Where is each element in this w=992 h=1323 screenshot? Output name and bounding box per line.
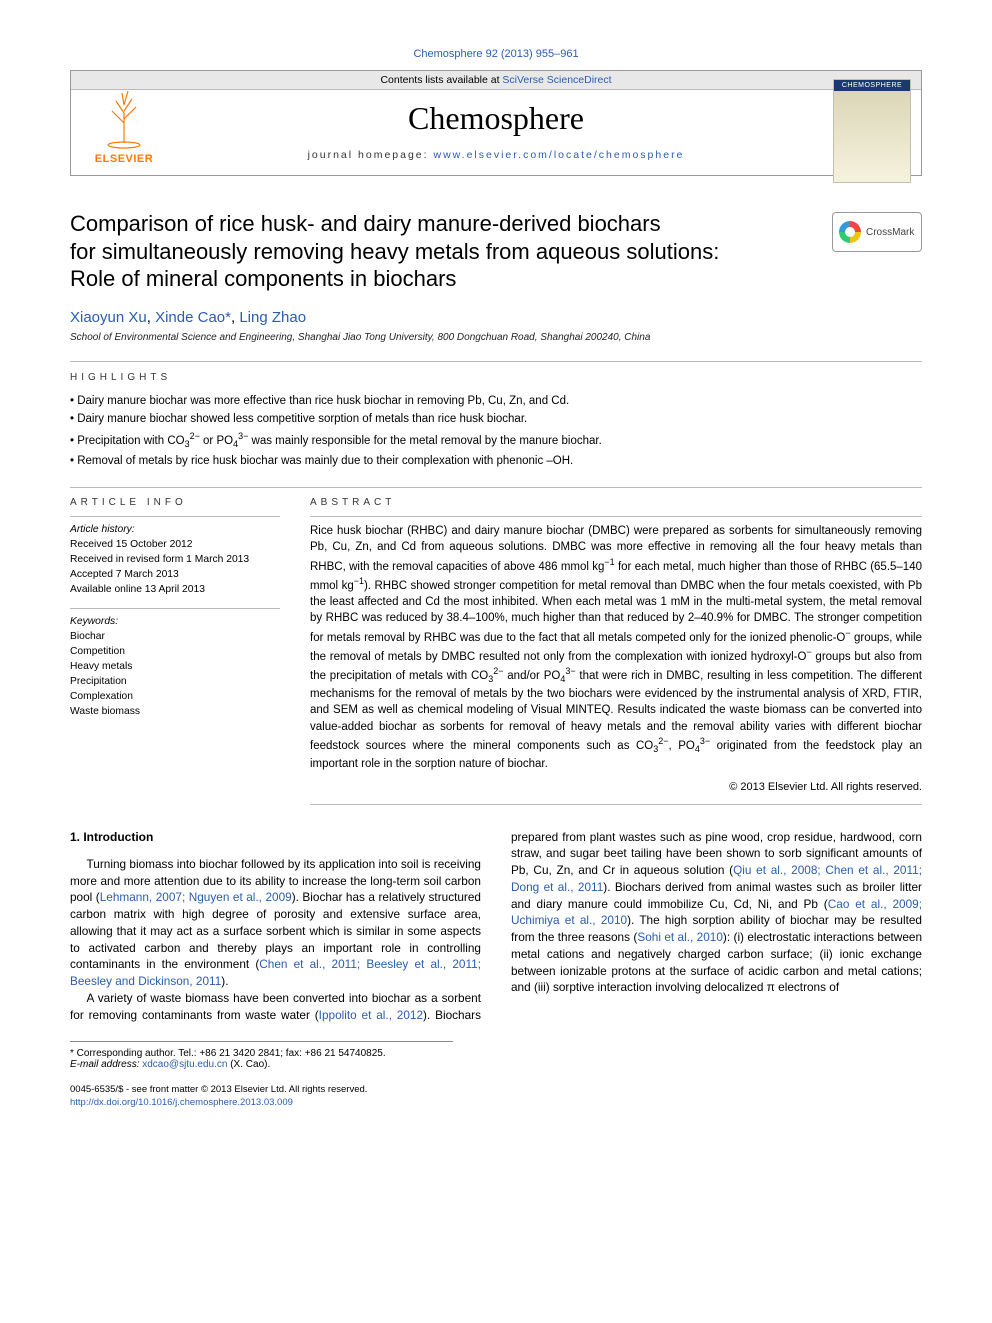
top-citation-link[interactable]: Chemosphere 92 (2013) 955–961 (70, 48, 922, 60)
front-matter-line: 0045-6535/$ - see front matter © 2013 El… (70, 1084, 922, 1097)
author-link-1[interactable]: Xiaoyun Xu (70, 309, 147, 326)
rule (70, 516, 280, 517)
contents-text: Contents lists available at (380, 74, 502, 86)
elsevier-logo: ELSEVIER (81, 79, 167, 175)
keyword: Complexation (70, 690, 280, 705)
sup: 2− (493, 666, 503, 676)
citation-link[interactable]: Sohi et al., 2010 (637, 930, 723, 944)
abstract-col: ABSTRACT Rice husk biochar (RHBC) and da… (310, 496, 922, 805)
elsevier-label: ELSEVIER (81, 153, 167, 165)
sup: 2− (658, 736, 668, 746)
citation-link[interactable]: Ippolito et al., 2012 (319, 1008, 423, 1022)
crossmark-label: CrossMark (866, 227, 914, 238)
article-info-col: ARTICLE INFO Article history: Received 1… (70, 496, 280, 805)
elsevier-tree-icon (81, 79, 167, 153)
title-block: CrossMark Comparison of rice husk- and d… (70, 210, 922, 293)
email-trail: (X. Cao). (227, 1059, 270, 1070)
abstract-seg: , PO (668, 740, 694, 752)
history-revised: Received in revised form 1 March 2013 (70, 553, 280, 568)
journal-name: Chemosphere (85, 100, 907, 137)
journal-cover-thumb: CHEMOSPHERE (833, 79, 911, 183)
journal-header: Contents lists available at SciVerse Sci… (70, 70, 922, 176)
abstract-seg: ). RHBC showed stronger competition for … (310, 580, 922, 644)
rule (70, 608, 280, 609)
article-info-label: ARTICLE INFO (70, 496, 280, 511)
abstract-seg: and/or PO (503, 670, 560, 682)
bottom-matter: 0045-6535/$ - see front matter © 2013 El… (70, 1084, 922, 1110)
highlight-item: • Removal of metals by rice husk biochar… (70, 453, 922, 471)
sup: 2− (190, 431, 200, 441)
highlight-text: • Precipitation with CO (70, 435, 185, 447)
author-link-3[interactable]: Ling Zhao (239, 309, 306, 326)
authors: Xiaoyun Xu, Xinde Cao*, Ling Zhao (70, 309, 922, 326)
info-abstract-row: ARTICLE INFO Article history: Received 1… (70, 496, 922, 805)
affiliation: School of Environmental Science and Engi… (70, 332, 922, 343)
highlights-list: • Dairy manure biochar was more effectiv… (70, 393, 922, 471)
citation-link[interactable]: Lehmann, 2007; Nguyen et al., 2009 (100, 890, 292, 904)
cover-title: CHEMOSPHERE (834, 80, 910, 91)
history-online: Available online 13 April 2013 (70, 583, 280, 598)
intro-para-1: Turning biomass into biochar followed by… (70, 856, 481, 990)
highlight-text: was mainly responsible for the metal rem… (248, 435, 601, 447)
cover-body (834, 91, 910, 177)
sup: −1 (354, 576, 364, 586)
keyword: Precipitation (70, 675, 280, 690)
journal-homepage: journal homepage: www.elsevier.com/locat… (85, 149, 907, 161)
text: ). (221, 974, 228, 988)
highlight-text: or PO (200, 435, 233, 447)
article-title: Comparison of rice husk- and dairy manur… (70, 210, 922, 293)
body-columns: 1. Introduction Turning biomass into bio… (70, 829, 922, 1024)
title-line-3: Role of mineral components in biochars (70, 266, 456, 291)
homepage-link[interactable]: www.elsevier.com/locate/chemosphere (433, 149, 684, 161)
abstract-label: ABSTRACT (310, 496, 922, 510)
history-accepted: Accepted 7 March 2013 (70, 568, 280, 583)
email-line: E-mail address: xdcao@sjtu.edu.cn (X. Ca… (70, 1059, 453, 1070)
title-line-2: for simultaneously removing heavy metals… (70, 239, 719, 264)
highlight-item: • Precipitation with CO32− or PO43− was … (70, 430, 922, 452)
highlights-label: HIGHLIGHTS (70, 372, 922, 383)
corresponding-mark: * (225, 309, 231, 326)
email-link[interactable]: xdcao@sjtu.edu.cn (142, 1059, 227, 1070)
email-label: E-mail address: (70, 1059, 142, 1070)
rule (70, 361, 922, 362)
author-link-2[interactable]: Xinde Cao (155, 309, 225, 326)
doi-link[interactable]: http://dx.doi.org/10.1016/j.chemosphere.… (70, 1097, 293, 1108)
sup: 3− (238, 431, 248, 441)
corr-author-line: * Corresponding author. Tel.: +86 21 342… (70, 1048, 453, 1059)
sup: 3− (700, 736, 710, 746)
keyword: Competition (70, 645, 280, 660)
corresponding-footnote: * Corresponding author. Tel.: +86 21 342… (70, 1041, 453, 1070)
crossmark-icon (839, 221, 861, 243)
crossmark-badge[interactable]: CrossMark (832, 212, 922, 252)
rule (70, 487, 922, 488)
sup: −1 (604, 557, 614, 567)
homepage-prefix: journal homepage: (308, 149, 434, 161)
keyword: Heavy metals (70, 660, 280, 675)
highlight-item: • Dairy manure biochar was more effectiv… (70, 393, 922, 411)
keyword: Waste biomass (70, 705, 280, 720)
abstract-text: Rice husk biochar (RHBC) and dairy manur… (310, 523, 922, 772)
title-line-1: Comparison of rice husk- and dairy manur… (70, 211, 661, 236)
history-received: Received 15 October 2012 (70, 538, 280, 553)
history-heading: Article history: (70, 523, 280, 538)
page: Chemosphere 92 (2013) 955–961 Contents l… (0, 0, 992, 1150)
rule (310, 804, 922, 805)
abstract-copyright: © 2013 Elsevier Ltd. All rights reserved… (310, 780, 922, 796)
keyword: Biochar (70, 630, 280, 645)
魯sup: 3− (565, 666, 575, 676)
sciencedirect-link[interactable]: SciVerse ScienceDirect (502, 74, 611, 86)
intro-heading: 1. Introduction (70, 829, 481, 846)
rule (310, 516, 922, 517)
contents-line: Contents lists available at SciVerse Sci… (71, 71, 921, 90)
keywords-heading: Keywords: (70, 615, 280, 630)
highlight-item: • Dairy manure biochar showed less compe… (70, 411, 922, 429)
